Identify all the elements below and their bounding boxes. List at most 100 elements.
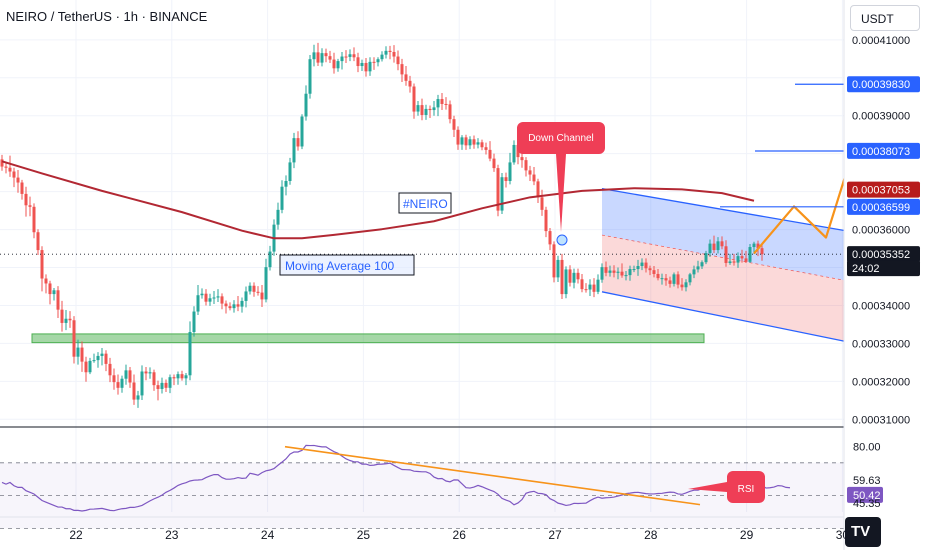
candle-body	[728, 261, 732, 263]
candle-body	[140, 371, 144, 396]
candle-body	[456, 129, 460, 145]
candle-body	[660, 278, 664, 280]
candle-body	[108, 363, 112, 376]
candle-body	[688, 274, 692, 283]
candle-body	[548, 231, 552, 245]
price-tick-label: 0.00036000	[852, 225, 910, 237]
candle-body	[580, 279, 584, 290]
candle-body	[48, 283, 52, 295]
candle-body	[200, 293, 204, 296]
candle-body	[524, 160, 528, 171]
channel-lower-line	[601, 291, 875, 348]
candle-body	[628, 269, 632, 276]
candle-body	[588, 284, 592, 290]
candle-body	[720, 241, 724, 247]
candle-body	[648, 268, 652, 271]
time-tick-label: 27	[548, 528, 562, 542]
candle-body	[316, 52, 320, 63]
candle-body	[328, 56, 332, 60]
candle-body	[500, 177, 504, 211]
candle-body	[212, 297, 216, 299]
rsi-axis-label: 45.35	[853, 498, 881, 510]
tradingview-logo[interactable]: TV	[845, 517, 881, 547]
candle-body	[304, 93, 308, 117]
candle-body	[236, 304, 240, 307]
time-tick-label: 22	[69, 528, 83, 542]
candle-body	[568, 269, 572, 283]
candle-body	[388, 50, 392, 52]
candle-body	[152, 372, 156, 386]
candle-body	[64, 318, 68, 323]
price-tick-label: 0.00032000	[852, 376, 910, 388]
candle-body	[584, 289, 588, 291]
candle-body	[452, 119, 456, 130]
price-tag-label: 0.00037053	[852, 185, 910, 197]
candle-body	[252, 285, 256, 292]
ma-label: Moving Average 100	[285, 259, 395, 273]
down-channel-pointer	[556, 154, 566, 232]
candle-body	[84, 361, 88, 373]
candle-body	[672, 274, 676, 284]
candle-body	[260, 292, 264, 300]
candle-body	[160, 382, 164, 389]
time-tick-label: 25	[357, 528, 371, 542]
candle-body	[372, 61, 376, 63]
candle-body	[676, 274, 680, 285]
candle-body	[640, 262, 644, 267]
candle-body	[600, 267, 604, 280]
candle-body	[464, 137, 468, 146]
price-tick-label: 0.00041000	[852, 35, 910, 47]
candle-body	[184, 375, 188, 379]
candle-body	[164, 382, 168, 388]
candle-body	[656, 273, 660, 279]
candle-body	[412, 86, 416, 112]
candle-body	[552, 244, 556, 278]
candle-body	[172, 377, 176, 379]
candle-body	[636, 266, 640, 270]
rsi-band	[0, 462, 844, 529]
candle-body	[76, 347, 80, 357]
candle-body	[20, 182, 24, 194]
candle-body	[28, 205, 32, 207]
candle-body	[336, 61, 340, 69]
candle-body	[544, 209, 548, 232]
candle-body	[428, 108, 432, 111]
price-tag-label: 24:02	[852, 263, 880, 275]
candle-body	[80, 347, 84, 362]
candle-body	[180, 374, 184, 379]
candle-body	[612, 270, 616, 273]
time-tick-label: 26	[453, 528, 467, 542]
candle-body	[36, 232, 40, 251]
candle-body	[308, 59, 312, 94]
candle-body	[496, 168, 500, 211]
candle-body	[92, 360, 96, 362]
candle-body	[652, 270, 656, 274]
candle-body	[564, 269, 568, 295]
candle-body	[400, 64, 404, 75]
candle-body	[592, 284, 596, 292]
candle-body	[748, 247, 752, 262]
candle-body	[156, 385, 160, 389]
candle-body	[116, 382, 120, 388]
candle-body	[300, 116, 304, 147]
currency-selector[interactable]: USDT	[850, 5, 920, 31]
price-tag	[847, 76, 920, 93]
candle-body	[736, 256, 740, 263]
candle-body	[484, 147, 488, 150]
candle-body	[504, 177, 508, 182]
candle-body	[204, 293, 208, 302]
candle-body	[616, 271, 620, 273]
candle-body	[692, 269, 696, 275]
candle-body	[192, 311, 196, 333]
candle-body	[216, 296, 220, 298]
price-tag-label: 0.00038073	[852, 146, 910, 158]
candle-body	[24, 193, 28, 206]
candle-body	[560, 259, 564, 295]
rsi-pointer	[688, 482, 727, 492]
candle-body	[520, 157, 524, 161]
candle-body	[244, 291, 248, 301]
candle-body	[632, 269, 636, 271]
rsi-line	[1, 444, 791, 512]
time-tick-label: 24	[261, 528, 275, 542]
